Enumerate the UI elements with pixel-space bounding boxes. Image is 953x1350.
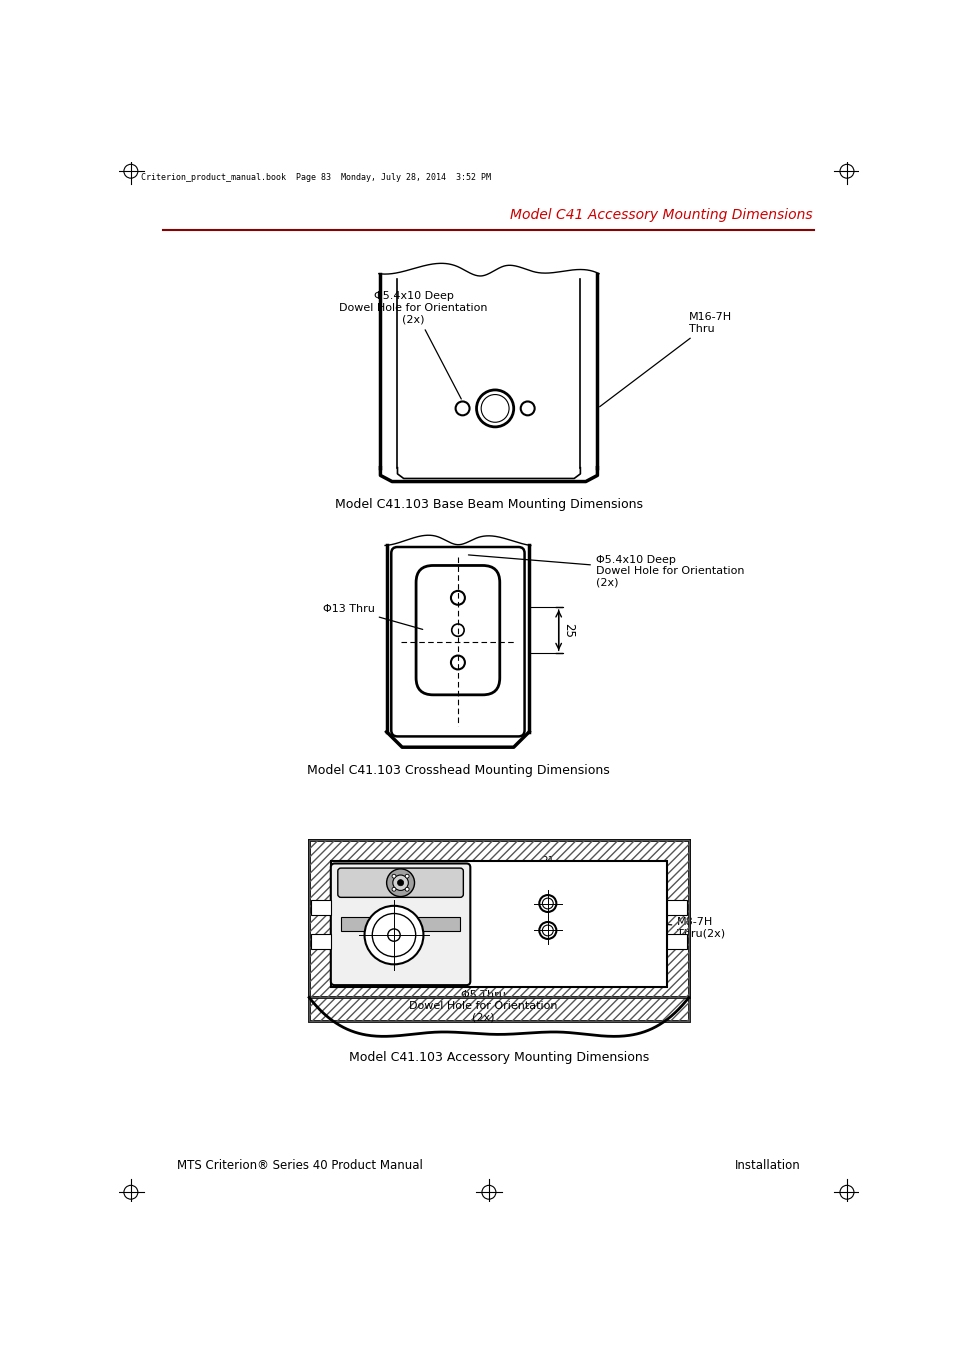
- Text: Model C41 Accessory Mounting Dimensions: Model C41 Accessory Mounting Dimensions: [510, 208, 812, 223]
- Bar: [666, 934, 686, 949]
- Bar: [309, 840, 688, 998]
- Circle shape: [538, 922, 556, 940]
- Text: M16-7H
Thru: M16-7H Thru: [599, 312, 731, 406]
- Circle shape: [538, 895, 556, 913]
- Text: Criterion_product_manual.book  Page 83  Monday, July 28, 2014  3:52 PM: Criterion_product_manual.book Page 83 Mo…: [141, 173, 491, 182]
- Bar: [311, 899, 331, 915]
- Bar: [666, 899, 686, 915]
- Text: 25: 25: [562, 622, 575, 637]
- Text: Model C41.103 Accessory Mounting Dimensions: Model C41.103 Accessory Mounting Dimensi…: [349, 1052, 648, 1064]
- Text: Installation: Installation: [734, 1160, 800, 1172]
- Text: Φ5.4x10 Deep
Dowel Hole for Orientation
(2x): Φ5.4x10 Deep Dowel Hole for Orientation …: [468, 555, 743, 587]
- Bar: [309, 840, 688, 1021]
- Bar: [340, 918, 459, 932]
- Text: Φ5 Thru
Dowel Hole for Orientation
(2x): Φ5 Thru Dowel Hole for Orientation (2x): [396, 965, 558, 1023]
- Text: 21: 21: [540, 856, 554, 865]
- Text: 15: 15: [573, 913, 586, 922]
- Circle shape: [392, 875, 395, 878]
- Circle shape: [397, 880, 403, 886]
- Bar: [309, 840, 688, 1021]
- Circle shape: [393, 875, 408, 891]
- Text: Model C41.103 Base Beam Mounting Dimensions: Model C41.103 Base Beam Mounting Dimensi…: [335, 498, 642, 512]
- Circle shape: [364, 906, 423, 964]
- Circle shape: [405, 875, 409, 878]
- Circle shape: [392, 887, 395, 891]
- Circle shape: [386, 869, 415, 896]
- Text: M8-7H
Thru(2x): M8-7H Thru(2x): [558, 915, 724, 938]
- Bar: [311, 934, 331, 949]
- Bar: [309, 840, 688, 998]
- Text: Φ13 Thru: Φ13 Thru: [323, 603, 422, 629]
- FancyBboxPatch shape: [337, 868, 463, 898]
- Text: MTS Criterion® Series 40 Product Manual: MTS Criterion® Series 40 Product Manual: [177, 1160, 423, 1172]
- Text: Φ5.4x10 Deep
Dowel Hole for Orientation
(2x): Φ5.4x10 Deep Dowel Hole for Orientation …: [339, 292, 488, 400]
- FancyBboxPatch shape: [331, 864, 470, 986]
- Circle shape: [405, 887, 409, 891]
- Text: Model C41.103 Crosshead Mounting Dimensions: Model C41.103 Crosshead Mounting Dimensi…: [306, 764, 609, 778]
- Bar: [331, 861, 666, 987]
